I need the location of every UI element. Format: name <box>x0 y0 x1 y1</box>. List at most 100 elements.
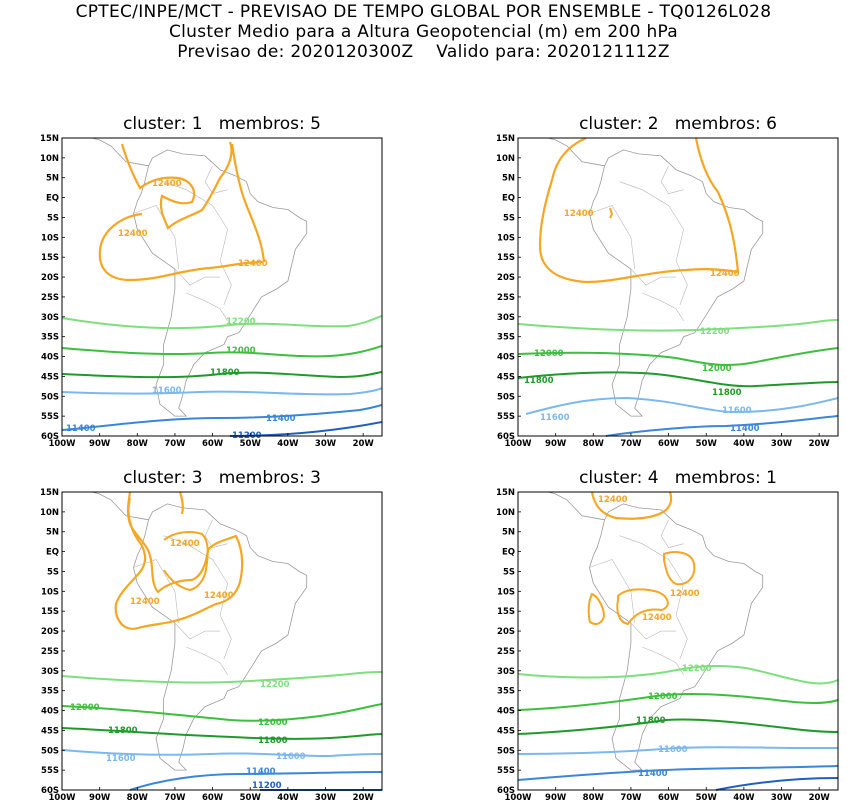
country-border <box>163 181 232 306</box>
latitude-label: 50S <box>497 746 515 756</box>
contour-label: 12200 <box>260 680 290 690</box>
coastline <box>547 491 764 771</box>
latitude-label: 10S <box>41 587 59 597</box>
contour-label: 11600 <box>540 413 570 423</box>
longitude-label: 100W <box>48 793 76 803</box>
country-border <box>204 519 228 548</box>
latitude-label: EQ <box>502 194 515 204</box>
latitude-label: 25S <box>41 647 59 657</box>
latitude-label: 45S <box>41 372 59 382</box>
contour-label: 11400 <box>266 414 296 424</box>
contour-label: 12400 <box>670 589 700 599</box>
longitude-label: 20W <box>809 793 831 803</box>
country-border <box>133 559 179 624</box>
longitude-label: 70W <box>164 439 186 449</box>
latitude-label: 15S <box>41 253 59 263</box>
panel-3-title: cluster: 3 membros: 3 <box>123 468 321 488</box>
latitude-label: 10N <box>40 154 59 164</box>
contour-label: 12000 <box>534 349 564 359</box>
latitude-label: EQ <box>46 194 59 204</box>
country-border <box>174 622 221 640</box>
country-border <box>619 181 688 306</box>
contour-12400-north <box>590 491 673 520</box>
latitude-label: 40S <box>497 707 515 717</box>
latitude-label: 55S <box>497 412 515 422</box>
longitude-label: 90W <box>89 793 111 803</box>
longitude-label: 90W <box>545 439 567 449</box>
panel-1-title: cluster: 1 membros: 5 <box>123 114 321 134</box>
contour-label: 12400 <box>710 269 740 279</box>
contour-11600 <box>517 746 838 755</box>
latitude-label: 55S <box>41 766 59 776</box>
contour-label: 11800 <box>524 376 554 386</box>
latitude-label: 50S <box>497 392 515 402</box>
contour-12400-north <box>120 141 233 230</box>
country-border <box>642 292 684 321</box>
contour-label: 12400 <box>204 591 234 601</box>
longitude-label: 40W <box>277 793 299 803</box>
latitude-label: 35S <box>41 333 59 343</box>
contour-label: 12000 <box>702 364 732 374</box>
contour-12400-loop-east <box>663 551 696 586</box>
latitude-label: 25S <box>497 647 515 657</box>
contour-12400-south <box>98 212 263 282</box>
contour-label: 12400 <box>118 229 148 239</box>
central-america-coastline <box>547 491 605 521</box>
contour-12000 <box>61 703 383 722</box>
latitude-label: 60S <box>41 786 59 796</box>
map-panel-2: 12400 12400 12200 12000 12000 11800 1180… <box>496 134 839 449</box>
latitude-label: 5N <box>502 528 515 538</box>
latitude-label: 15N <box>40 134 59 144</box>
latitude-label: 15N <box>496 488 515 498</box>
latitude-label: 10S <box>497 587 515 597</box>
axis-labels: 15N 10N 5N EQ 5S 10S 15S 20S 25S 30S 35S 40S 45S 50S 5… <box>40 134 374 449</box>
contour-12400-small <box>609 207 614 219</box>
contours <box>61 491 383 791</box>
longitude-label: 60W <box>658 439 680 449</box>
latitude-label: 60S <box>41 432 59 442</box>
contour-label: 11800 <box>210 368 240 378</box>
contour-12000 <box>517 347 839 366</box>
latitude-label: 20S <box>41 273 59 283</box>
latitude-label: 15N <box>496 134 515 144</box>
contour-label: 12400 <box>598 495 628 505</box>
contour-12400-east <box>230 143 266 263</box>
contour-label: 11800 <box>258 736 288 746</box>
latitude-label: 30S <box>497 313 515 323</box>
contour-11800 <box>61 371 383 379</box>
contour-11400 <box>61 404 383 431</box>
contour-label: 12400 <box>238 259 268 269</box>
latitude-label: 10N <box>496 508 515 518</box>
latitude-label: EQ <box>502 548 515 558</box>
latitude-label: 60S <box>497 432 515 442</box>
longitude-label: 50W <box>240 793 262 803</box>
longitude-label: 30W <box>771 439 793 449</box>
contour-label: 11800 <box>712 388 742 398</box>
longitude-label: 20W <box>809 439 831 449</box>
coastline <box>91 137 308 417</box>
contour-label: 12000 <box>648 692 678 702</box>
latitude-label: 15S <box>41 607 59 617</box>
contour-label: 12400 <box>170 539 200 549</box>
contour-12200 <box>61 315 383 330</box>
latitude-label: 5S <box>47 567 59 577</box>
latitude-label: 35S <box>41 687 59 697</box>
contour-label: 12200 <box>700 327 730 337</box>
contour-12400-main <box>538 136 739 284</box>
longitude-label: 100W <box>504 439 532 449</box>
longitude-label: 80W <box>127 793 149 803</box>
contour-11400 <box>517 765 839 781</box>
country-border <box>660 519 684 548</box>
map-frame <box>517 491 839 791</box>
longitude-label: 40W <box>733 793 755 803</box>
country-border <box>589 559 635 624</box>
longitude-label: 50W <box>696 439 718 449</box>
contour-label: 12000 <box>226 346 256 356</box>
contour-11800 <box>61 727 383 740</box>
latitude-label: 5S <box>47 213 59 223</box>
contour-label: 12000 <box>70 703 100 713</box>
longitude-label: 20W <box>353 793 375 803</box>
longitude-label: 70W <box>620 793 642 803</box>
longitude-label: 40W <box>277 439 299 449</box>
contour-label: 11400 <box>66 424 96 434</box>
